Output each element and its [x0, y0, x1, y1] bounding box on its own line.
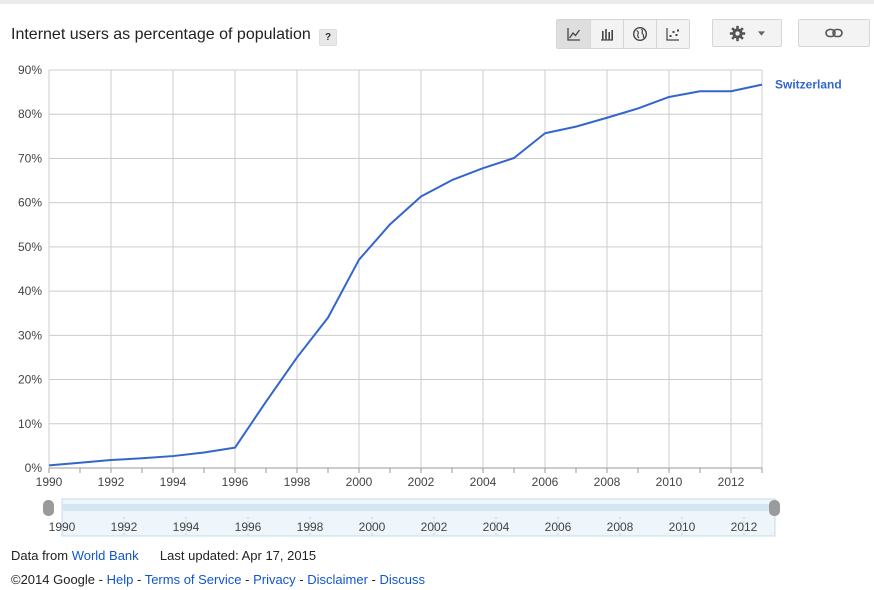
privacy-link[interactable]: Privacy [253, 572, 296, 587]
y-tick-label: 40% [18, 284, 42, 298]
y-tick-label: 30% [18, 328, 42, 342]
series-line [48, 83, 763, 467]
slider-tick-label: 2008 [607, 520, 634, 534]
terms-link[interactable]: Terms of Service [144, 572, 242, 587]
x-tick-label: 1996 [222, 475, 249, 489]
chart-series [48, 83, 763, 467]
y-tick-label: 50% [18, 240, 42, 254]
separator: - [133, 572, 145, 587]
help-button[interactable]: ? [319, 29, 337, 46]
footer-links: ©2014 Google - Help - Terms of Service -… [11, 572, 425, 587]
bar-chart-icon [601, 29, 613, 41]
chart-axes [48, 468, 763, 473]
y-tick-label: 80% [18, 107, 42, 121]
x-tick-label: 1990 [36, 475, 63, 489]
x-tick-label: 2002 [408, 475, 435, 489]
map-chart-button[interactable] [623, 20, 656, 48]
separator: - [241, 572, 254, 587]
data-source-line: Data from World Bank Last updated: Apr 1… [11, 548, 316, 563]
y-tick-label: 90% [18, 63, 42, 77]
slider-tick-label: 1996 [235, 520, 262, 534]
slider-tick-label: 1992 [111, 520, 138, 534]
scatter-chart-button[interactable] [656, 20, 689, 48]
y-tick-label: 70% [18, 151, 42, 165]
line-chart-button[interactable] [557, 20, 590, 48]
slider-tick-label: 2002 [421, 520, 448, 534]
x-tick-label: 2008 [594, 475, 621, 489]
last-updated-label: Last updated: Apr 17, 2015 [159, 548, 317, 563]
x-tick-label: 1994 [160, 475, 187, 489]
slider-tick-label: 1990 [49, 520, 76, 534]
y-tick-label: 0% [25, 461, 43, 475]
line-chart: 0% 10% 20% 30% 40% 50% 60% 70% 80% 90% 1990 1992 199… [18, 63, 842, 489]
chart-type-toolbar [556, 19, 690, 49]
y-tick-label: 20% [18, 373, 42, 387]
slider-handle-left [43, 500, 54, 516]
chevron-down-icon [758, 30, 765, 36]
y-tick-label: 60% [18, 196, 42, 210]
time-range-slider[interactable]: 1990 1992 1994 1996 1998 2000 2002 2004 2006 2008… [40, 495, 788, 541]
x-tick-label: 2012 [718, 475, 745, 489]
x-tick-label: 1992 [98, 475, 125, 489]
x-tick-label: 2004 [470, 475, 497, 489]
slider-tick-label: 2010 [669, 520, 696, 534]
gear-icon [729, 25, 746, 41]
scatter-icon [666, 28, 679, 41]
x-tick-label: 1998 [284, 475, 311, 489]
separator: - [295, 572, 308, 587]
slider-handle-right [769, 500, 780, 516]
slider-tick-label: 1998 [297, 520, 324, 534]
slider-range-bar [62, 504, 775, 511]
top-divider [0, 0, 874, 4]
slider-tick-label: 1994 [173, 520, 200, 534]
settings-menu-button[interactable] [712, 19, 782, 47]
disclaimer-link[interactable]: Disclaimer [307, 572, 368, 587]
x-tick-label: 2006 [532, 475, 559, 489]
x-tick-label: 2010 [656, 475, 683, 489]
data-from-label: Data from [11, 548, 69, 563]
line-chart-icon [566, 28, 580, 41]
x-tick-label: 2000 [346, 475, 373, 489]
slider-tick-label: 2006 [545, 520, 572, 534]
globe-icon [632, 26, 648, 42]
bar-chart-button[interactable] [590, 20, 623, 48]
copyright-text: ©2014 Google - [11, 572, 103, 587]
help-link[interactable]: Help [106, 572, 134, 587]
separator: - [367, 572, 380, 587]
link-icon [825, 28, 843, 38]
slider-tick-label: 2000 [359, 520, 386, 534]
chart-grid [48, 69, 763, 469]
slider-tick-label: 2012 [731, 520, 758, 534]
slider-tick-label: 2004 [483, 520, 510, 534]
discuss-link[interactable]: Discuss [379, 572, 425, 587]
y-tick-label: 10% [18, 417, 42, 431]
world-bank-link[interactable]: World Bank [71, 548, 139, 563]
series-label: Switzerland [775, 78, 842, 92]
slider-body: 1990 1992 1994 1996 1998 2000 2002 2004 2006 2008… [43, 498, 780, 537]
chart-labels: 0% 10% 20% 30% 40% 50% 60% 70% 80% 90% 1990 1992 199… [18, 63, 842, 489]
share-link-button[interactable] [798, 19, 870, 47]
chart-title: Internet users as percentage of populati… [11, 26, 311, 43]
